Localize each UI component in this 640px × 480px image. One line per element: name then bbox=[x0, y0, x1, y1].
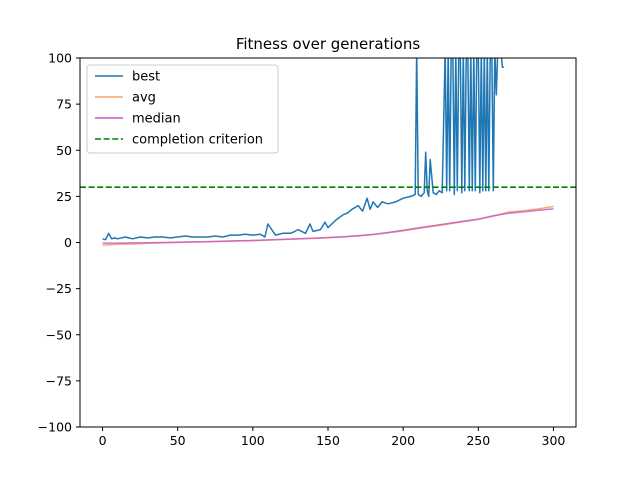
y-tick-label: −50 bbox=[46, 327, 72, 342]
y-tick-label: −75 bbox=[46, 373, 72, 388]
series-line-avg bbox=[102, 205, 554, 247]
y-tick-label: 25 bbox=[56, 189, 72, 204]
legend-label-best: best bbox=[132, 70, 160, 85]
axes: 0 50 100 150 200 250 300 −100 −75 −50 −25 0 25 50 75 10… bbox=[38, 51, 577, 448]
legend-label-avg: avg bbox=[132, 91, 156, 106]
y-tick-label: 75 bbox=[56, 97, 72, 112]
legend-label-completion-criterion: completion criterion bbox=[132, 133, 263, 148]
series-line-best bbox=[102, 58, 504, 241]
y-tick-label: −100 bbox=[38, 420, 72, 435]
x-tick-label: 150 bbox=[316, 433, 340, 448]
chart-title: Fitness over generations bbox=[236, 35, 421, 53]
x-tick-label: 250 bbox=[466, 433, 490, 448]
y-tick-label: −25 bbox=[46, 281, 72, 296]
x-tick-label: 100 bbox=[241, 433, 265, 448]
legend: best avg median completion criterion bbox=[86, 64, 279, 154]
legend-box bbox=[86, 64, 279, 154]
x-tick-label: 0 bbox=[99, 433, 107, 448]
y-tick-label: 50 bbox=[56, 143, 72, 158]
series-line-median bbox=[102, 208, 554, 244]
legend-label-median: median bbox=[132, 112, 181, 127]
y-tick-label: 0 bbox=[64, 235, 72, 250]
plot-lines bbox=[80, 58, 576, 247]
x-tick-label: 200 bbox=[391, 433, 415, 448]
x-tick-label: 50 bbox=[170, 433, 186, 448]
x-tick-label: 300 bbox=[542, 433, 566, 448]
y-tick-label: 100 bbox=[48, 51, 72, 66]
